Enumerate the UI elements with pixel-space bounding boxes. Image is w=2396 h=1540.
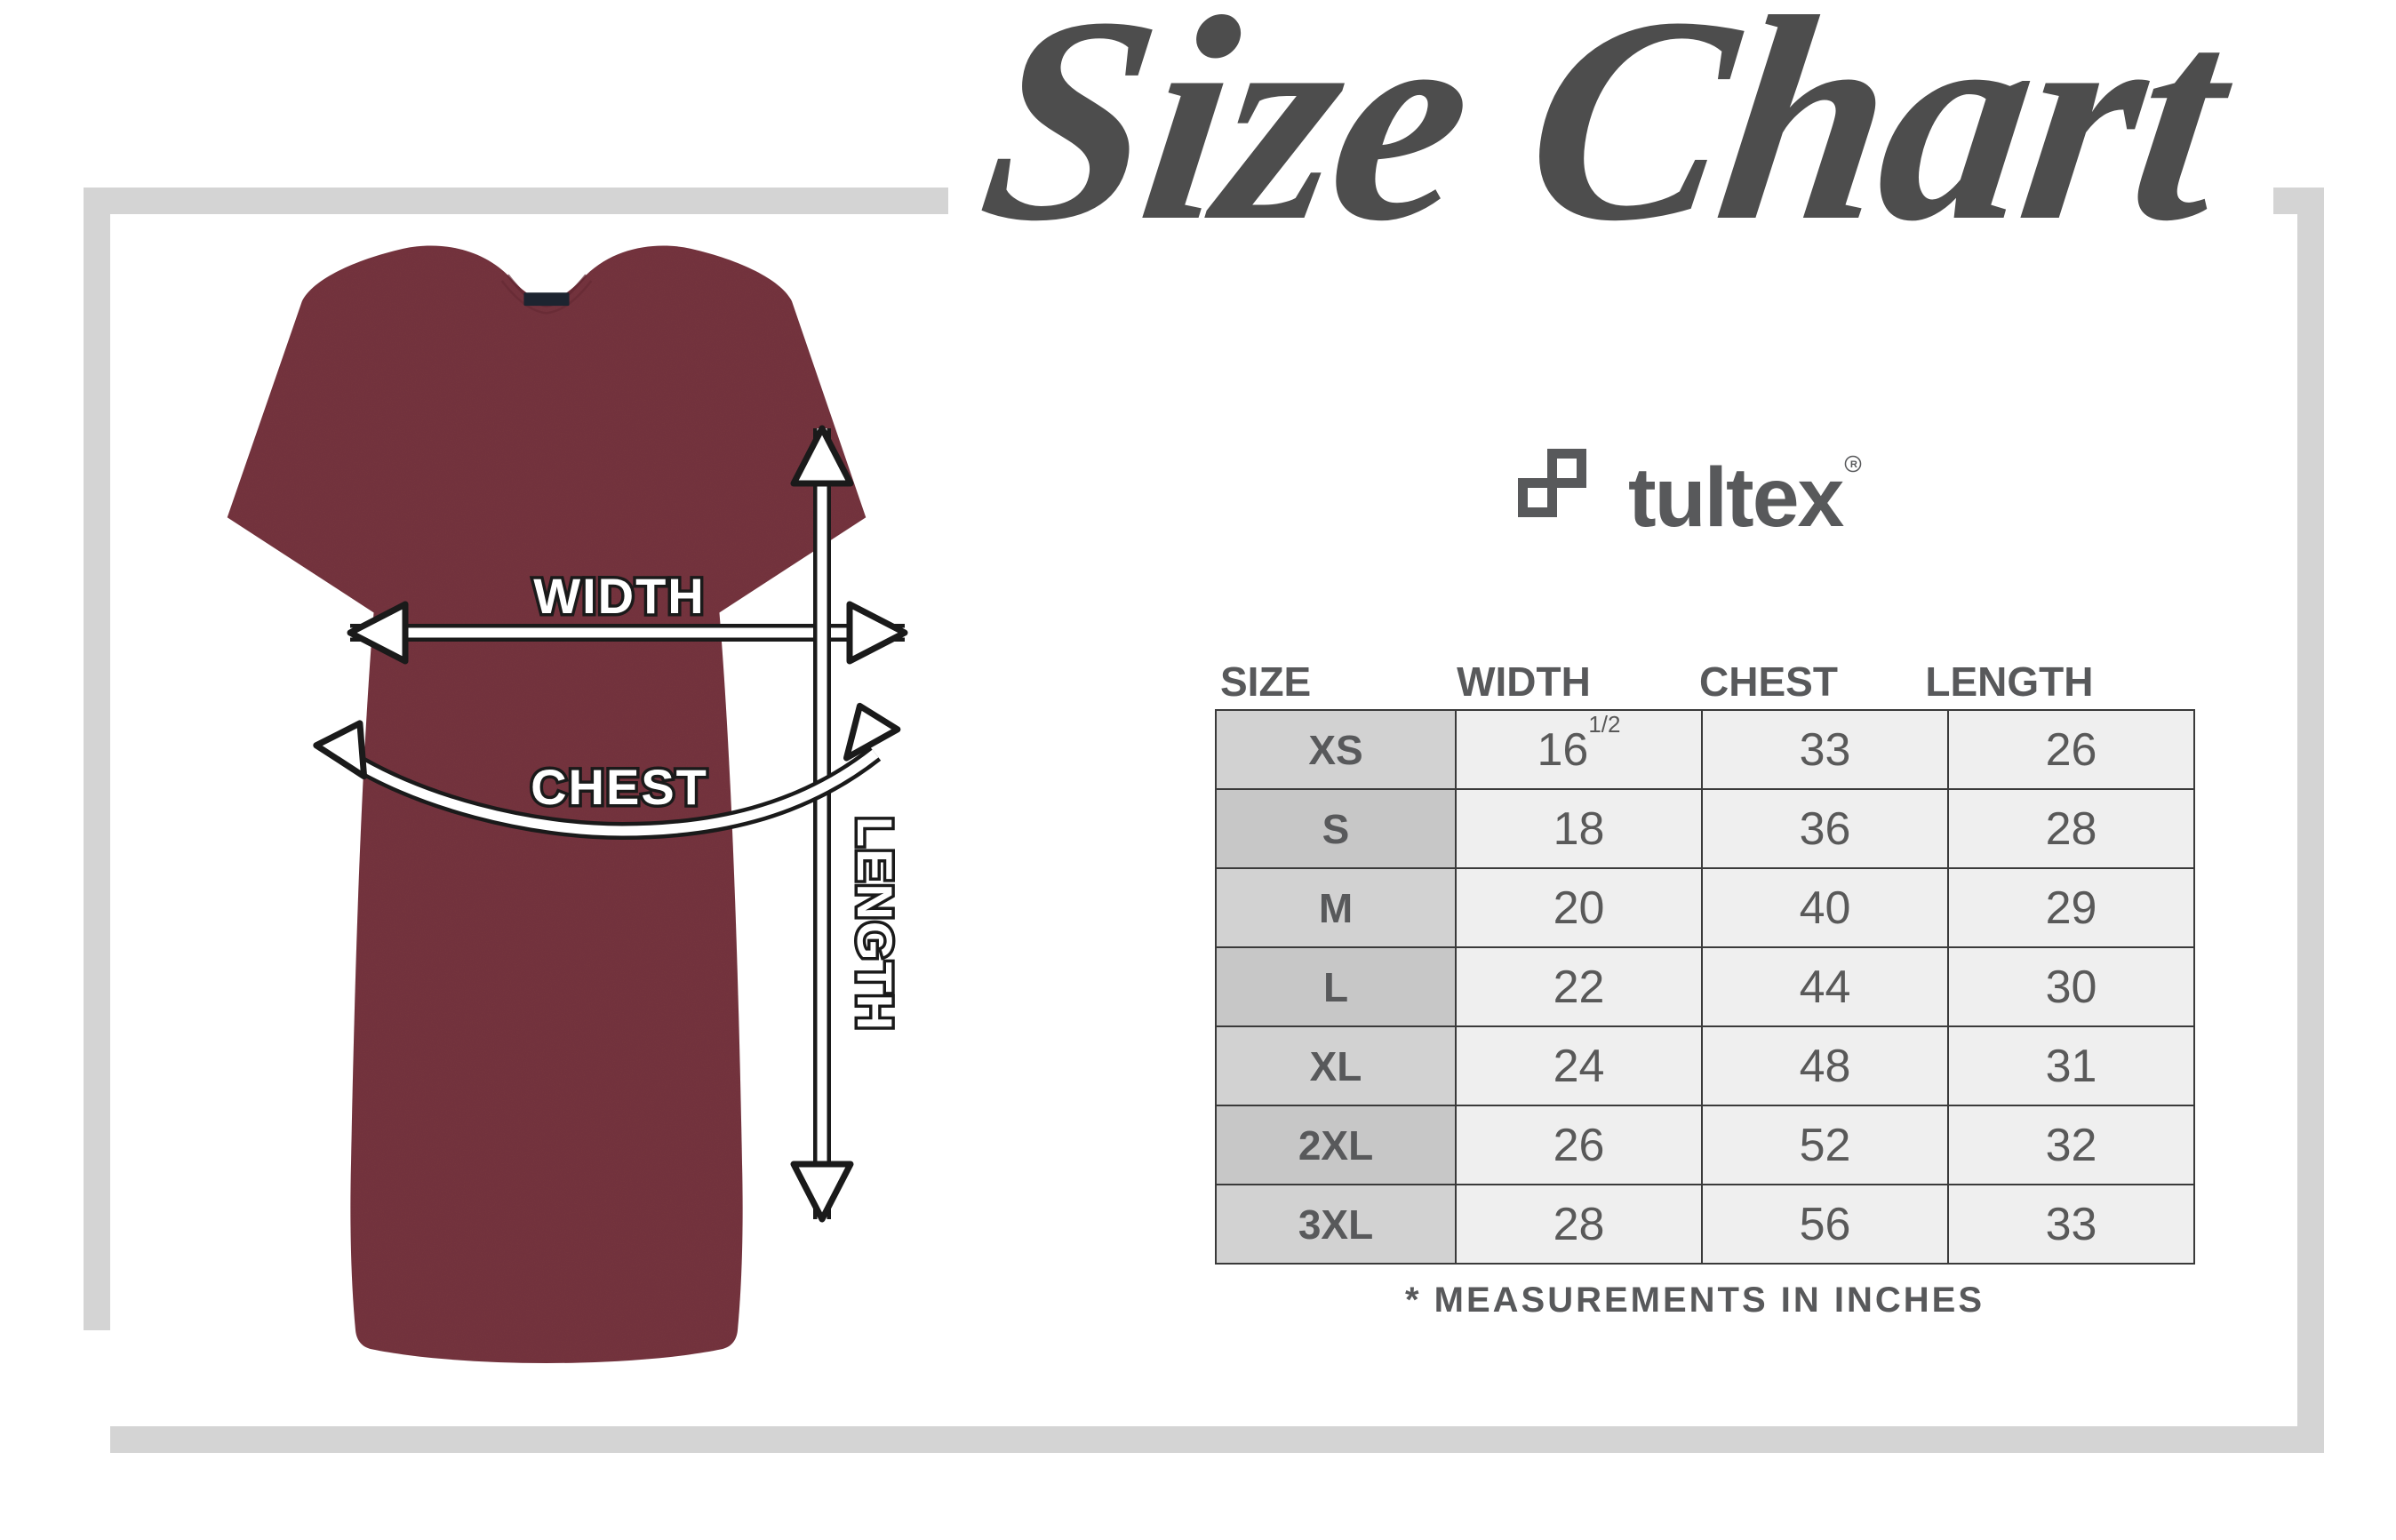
svg-text:R: R (1850, 459, 1857, 469)
